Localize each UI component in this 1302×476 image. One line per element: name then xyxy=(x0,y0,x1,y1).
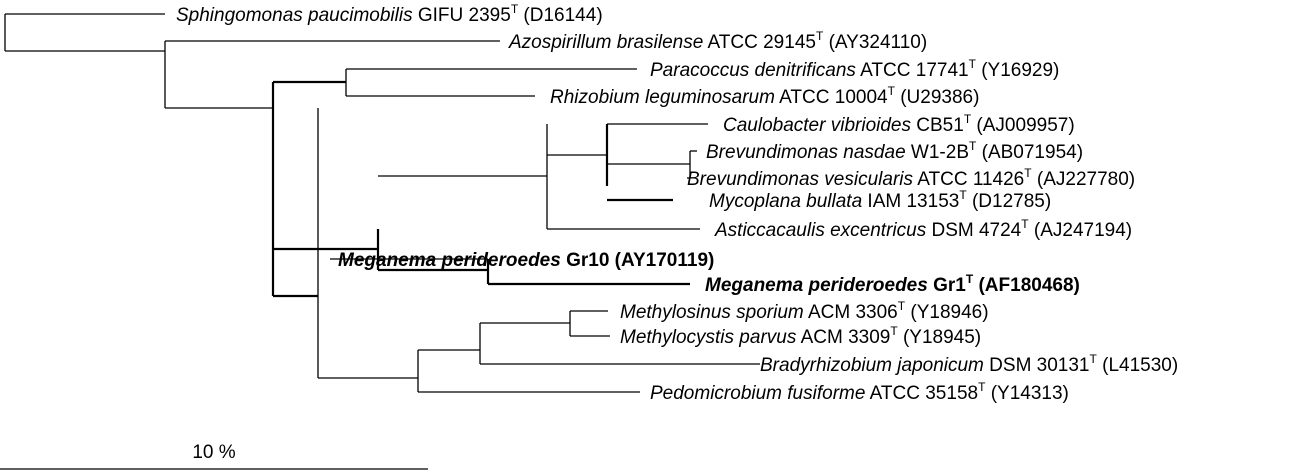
taxon-label: Meganema perideroedes Gr10 (AY170119) xyxy=(338,250,714,271)
taxon-strain: ACM 3306 xyxy=(804,302,898,323)
taxon-accession: (L41530) xyxy=(1097,355,1178,376)
taxon-accession: (AB071954) xyxy=(976,142,1083,163)
taxon-label: Meganema perideroedes Gr1T (AF180468) xyxy=(705,272,1080,296)
taxon-accession: (AY170119) xyxy=(609,250,714,271)
taxon-strain: DSM 30131 xyxy=(984,355,1090,376)
taxon-species-name: Azospirillum brasilense xyxy=(508,32,703,53)
type-strain-marker: T xyxy=(898,299,906,313)
taxon-strain: ATCC 29145 xyxy=(703,32,816,53)
taxon-label: Mycoplana bullata IAM 13153T (D12785) xyxy=(709,188,1051,212)
taxon-species-name: Sphingomonas paucimobilis xyxy=(176,5,413,26)
taxon-species-name: Caulobacter vibrioides xyxy=(723,115,911,136)
taxon-species-name: Pedomicrobium fusiforme xyxy=(650,383,865,404)
taxon-accession: (Y16929) xyxy=(976,60,1059,81)
type-strain-marker: T xyxy=(1024,166,1032,180)
type-strain-marker: T xyxy=(969,57,977,71)
taxon-strain: ATCC 11426 xyxy=(913,169,1024,190)
type-strain-marker: T xyxy=(511,2,519,16)
taxon-labels: Sphingomonas paucimobilis GIFU 2395T (D1… xyxy=(176,2,1178,404)
tree-branches xyxy=(4,13,760,393)
taxon-accession: (AY324110) xyxy=(823,32,927,53)
taxon-strain: ATCC 10004 xyxy=(775,87,888,108)
type-strain-marker: T xyxy=(978,380,986,394)
taxon-species-name: Paracoccus denitrificans xyxy=(650,60,856,81)
taxon-accession: (AJ009957) xyxy=(971,115,1075,136)
taxon-accession: (AJ227780) xyxy=(1032,169,1136,190)
taxon-strain: ACM 3309 xyxy=(796,327,890,348)
type-strain-marker: T xyxy=(969,139,977,153)
taxon-accession: (Y18945) xyxy=(898,327,981,348)
taxon-species-name: Brevundimonas vesicularis xyxy=(687,169,913,190)
taxon-strain: Gr1 xyxy=(928,275,966,296)
taxon-label: Brevundimonas vesicularis ATCC 11426T (A… xyxy=(687,166,1135,190)
taxon-label: Bradyrhizobium japonicum DSM 30131T (L41… xyxy=(760,352,1178,376)
taxon-accession: (D16144) xyxy=(518,5,603,26)
taxon-strain: DSM 4724 xyxy=(926,220,1021,241)
taxon-accession: (Y18946) xyxy=(905,302,988,323)
type-strain-marker: T xyxy=(966,272,974,286)
taxon-species-name: Bradyrhizobium japonicum xyxy=(760,355,984,376)
taxon-species-name: Rhizobium leguminosarum xyxy=(550,87,775,108)
taxon-strain: ATCC 35158 xyxy=(865,383,978,404)
taxon-accession: (AJ247194) xyxy=(1029,220,1133,241)
taxon-strain: CB51 xyxy=(911,115,964,136)
taxon-species-name: Brevundimonas nasdae xyxy=(706,142,906,163)
taxon-label: Rhizobium leguminosarum ATCC 10004T (U29… xyxy=(550,84,979,108)
taxon-species-name: Meganema perideroedes xyxy=(338,250,561,271)
taxon-accession: (D12785) xyxy=(967,191,1052,212)
scale-bar-label: 10 % xyxy=(192,442,235,463)
taxon-species-name: Methylosinus sporium xyxy=(620,302,804,323)
type-strain-marker: T xyxy=(888,84,896,98)
taxon-strain: GIFU 2395 xyxy=(413,5,511,26)
type-strain-marker: T xyxy=(964,112,972,126)
type-strain-marker: T xyxy=(959,188,967,202)
taxon-label: Methylosinus sporium ACM 3306T (Y18946) xyxy=(620,299,989,323)
taxon-accession: (U29386) xyxy=(895,87,980,108)
taxon-accession: (AF180468) xyxy=(973,275,1080,296)
type-strain-marker: T xyxy=(1090,352,1098,366)
taxon-label: Brevundimonas nasdae W1-2BT (AB071954) xyxy=(706,139,1083,163)
taxon-label: Pedomicrobium fusiforme ATCC 35158T (Y14… xyxy=(650,380,1069,404)
taxon-label: Azospirillum brasilense ATCC 29145T (AY3… xyxy=(508,29,927,53)
taxon-strain: W1-2B xyxy=(906,142,969,163)
type-strain-marker: T xyxy=(890,324,898,338)
taxon-species-name: Meganema perideroedes xyxy=(705,275,928,296)
taxon-accession: (Y14313) xyxy=(985,383,1068,404)
type-strain-marker: T xyxy=(1021,217,1029,231)
taxon-label: Methylocystis parvus ACM 3309T (Y18945) xyxy=(620,324,981,348)
taxon-label: Sphingomonas paucimobilis GIFU 2395T (D1… xyxy=(176,2,603,26)
scale-bar: 10 % xyxy=(0,442,428,470)
taxon-strain: Gr10 xyxy=(561,250,610,271)
taxon-label: Caulobacter vibrioides CB51T (AJ009957) xyxy=(723,112,1075,136)
type-strain-marker: T xyxy=(816,29,824,43)
taxon-strain: IAM 13153 xyxy=(862,191,959,212)
taxon-species-name: Asticcacaulis excentricus xyxy=(714,220,927,241)
taxon-label: Asticcacaulis excentricus DSM 4724T (AJ2… xyxy=(714,217,1132,241)
taxon-strain: ATCC 17741 xyxy=(856,60,969,81)
taxon-label: Paracoccus denitrificans ATCC 17741T (Y1… xyxy=(650,57,1059,81)
taxon-species-name: Methylocystis parvus xyxy=(620,327,797,348)
taxon-species-name: Mycoplana bullata xyxy=(709,191,862,212)
